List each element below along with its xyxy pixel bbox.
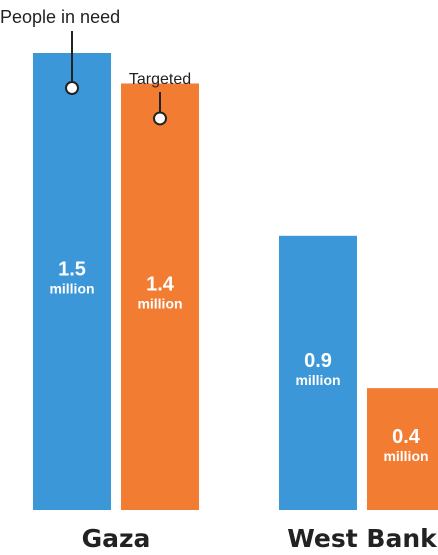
callout-marker-targeted	[153, 111, 167, 126]
callouts-group: People in need Targeted	[0, 7, 191, 126]
unit-label-gaza-targeted: million	[137, 296, 182, 312]
data-label-west-bank-targeted: 0.4	[392, 426, 421, 448]
unit-label-west-bank-targeted: million	[383, 448, 428, 464]
unit-label-west-bank-people-in-need: million	[295, 372, 340, 388]
callout-marker-people-in-need	[65, 81, 79, 95]
unit-label-gaza-people-in-need: million	[49, 281, 94, 297]
bar-gaza-targeted	[121, 83, 199, 510]
category-label-gaza: Gaza	[82, 524, 151, 553]
data-label-gaza-targeted: 1.4	[146, 274, 175, 296]
data-label-gaza-people-in-need: 1.5	[58, 259, 86, 281]
bar-west-bank-targeted	[367, 388, 438, 510]
bar-west-bank-people-in-need	[279, 235, 357, 511]
callout-label-targeted: Targeted	[129, 71, 191, 88]
data-label-west-bank-people-in-need: 0.9	[304, 350, 332, 372]
callout-label-people-in-need: People in need	[0, 7, 120, 27]
bar-gaza-people-in-need	[33, 53, 111, 510]
category-label-west-bank: West Bank	[287, 524, 438, 553]
category-labels-group: Gaza West Bank	[82, 524, 438, 553]
